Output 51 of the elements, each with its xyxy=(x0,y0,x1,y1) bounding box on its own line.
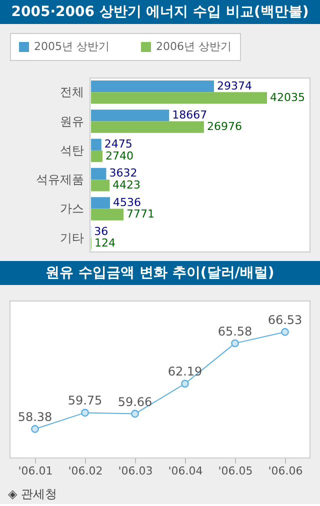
bar xyxy=(91,110,170,122)
data-label: 62.19 xyxy=(168,364,202,379)
point xyxy=(31,425,39,433)
bar xyxy=(91,197,110,209)
x-tick-label: '06.04 xyxy=(168,464,203,478)
data-label: 2740 xyxy=(105,149,134,162)
data-label: 3632 xyxy=(109,166,138,180)
bar xyxy=(91,150,102,162)
data-label: 7771 xyxy=(126,208,155,221)
bar xyxy=(91,208,124,220)
point xyxy=(281,328,289,336)
data-label: 4423 xyxy=(112,178,141,192)
point xyxy=(131,410,139,418)
x-tick-label: '06.03 xyxy=(118,464,153,478)
x-tick-label: '06.01 xyxy=(18,464,53,478)
point xyxy=(231,339,239,348)
x-tick-label: '06.05 xyxy=(218,464,253,478)
bar xyxy=(91,138,102,150)
data-label: 42035 xyxy=(270,90,305,104)
data-label: 4536 xyxy=(112,196,141,209)
data-label: 18667 xyxy=(172,108,208,122)
x-tick-label: '06.06 xyxy=(268,464,303,478)
data-label: 59.66 xyxy=(118,394,152,409)
y-tick-label: 석유제품 xyxy=(36,172,84,187)
point xyxy=(81,408,89,417)
bar xyxy=(91,121,204,133)
data-label: 2475 xyxy=(104,138,132,151)
text: ◈ 관세청 xyxy=(8,487,58,501)
bar xyxy=(91,92,267,104)
data-label: 66.53 xyxy=(268,313,302,327)
data-label: 58.38 xyxy=(18,410,52,424)
data-label: 124 xyxy=(94,236,116,250)
bar xyxy=(91,80,214,92)
data-label: 59.75 xyxy=(68,394,102,408)
legend-label: 2005년 상반기 xyxy=(34,40,110,53)
legend-label: 2006년 상반기 xyxy=(156,40,232,53)
y-tick-label: 전체 xyxy=(60,85,84,100)
data-label: 36 xyxy=(94,225,108,238)
bar xyxy=(91,180,110,192)
y-tick-label: 기타 xyxy=(60,230,84,245)
data-label: 29374 xyxy=(216,79,252,92)
chart-title: 2005·2006 상반기 에너지 수입 비교(백만불) xyxy=(11,4,309,20)
y-tick-label: 석탄 xyxy=(60,143,84,158)
point xyxy=(181,380,189,388)
data-label: 26976 xyxy=(206,120,242,134)
data-label: 65.58 xyxy=(218,324,252,338)
x-tick-label: '06.02 xyxy=(68,464,103,478)
chart-title: 원유 수입금액 변화 추이(달러/배럴) xyxy=(46,265,274,281)
bar xyxy=(91,168,106,180)
y-tick-label: 원유 xyxy=(60,114,84,128)
y-tick-label: 가스 xyxy=(60,202,84,216)
